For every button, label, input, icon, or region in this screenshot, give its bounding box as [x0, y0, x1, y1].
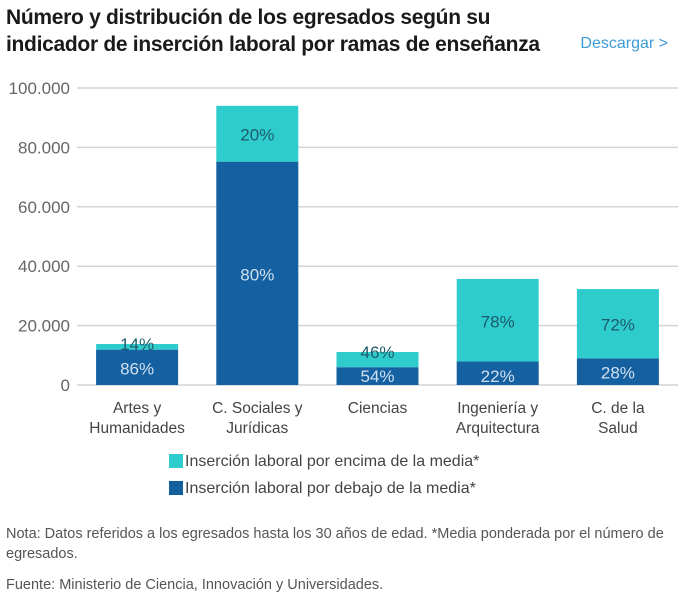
- data-label: 46%: [360, 343, 394, 362]
- data-label: 28%: [601, 364, 635, 383]
- x-tick-label: Artes y: [113, 400, 161, 417]
- bar-segment: [336, 352, 419, 368]
- data-label: 86%: [120, 359, 154, 378]
- bar-segment: [216, 161, 299, 385]
- x-tick-label: Humanidades: [89, 420, 185, 437]
- legend-label: Inserción laboral por encima de la media…: [185, 453, 479, 470]
- bar-segment: [336, 367, 419, 385]
- legend-swatch: [169, 454, 183, 468]
- data-label: 72%: [601, 316, 635, 335]
- chart-title: Número y distribución de los egresados s…: [6, 6, 540, 56]
- x-tick-label: Ciencias: [348, 400, 408, 417]
- bar-segment: [216, 105, 299, 162]
- x-tick-label: Salud: [598, 420, 638, 437]
- legend-label: Inserción laboral por debajo de la media…: [185, 480, 476, 497]
- y-tick-label: 80.000: [18, 138, 70, 157]
- x-tick-label: Jurídicas: [226, 420, 288, 437]
- data-label: 80%: [240, 265, 274, 284]
- source: Fuente: Ministerio de Ciencia, Innovació…: [6, 577, 384, 593]
- x-tick-label: C. Sociales y: [212, 400, 303, 417]
- data-label: 54%: [360, 367, 394, 386]
- data-label: 20%: [240, 126, 274, 145]
- y-tick-label: 40.000: [18, 257, 70, 276]
- x-tick-label: C. de la: [591, 400, 645, 417]
- x-tick-label: Ingeniería y: [457, 400, 538, 417]
- data-label: 14%: [120, 335, 154, 354]
- y-tick-label: 0: [61, 376, 70, 395]
- data-label: 22%: [481, 367, 515, 386]
- bar-segment: [456, 361, 539, 385]
- bar-segment: [96, 344, 179, 350]
- y-tick-label: 100.000: [9, 79, 70, 98]
- chart: 0 20.000 40.000 60.000 80.000 100.000 86% 14% Ar…: [9, 79, 678, 497]
- download-link[interactable]: Descargar >: [580, 35, 668, 52]
- bar-segment: [576, 289, 659, 359]
- bar-segment: [456, 278, 539, 362]
- y-tick-label: 20.000: [18, 317, 70, 336]
- footnote: Nota: Datos referidos a los egresados ha…: [6, 526, 664, 562]
- x-tick-label: Arquitectura: [456, 420, 540, 437]
- data-label: 78%: [481, 312, 515, 331]
- y-tick-label: 60.000: [18, 198, 70, 217]
- bar-segment: [96, 349, 179, 385]
- bar-segment: [576, 358, 659, 385]
- legend-swatch: [169, 481, 183, 495]
